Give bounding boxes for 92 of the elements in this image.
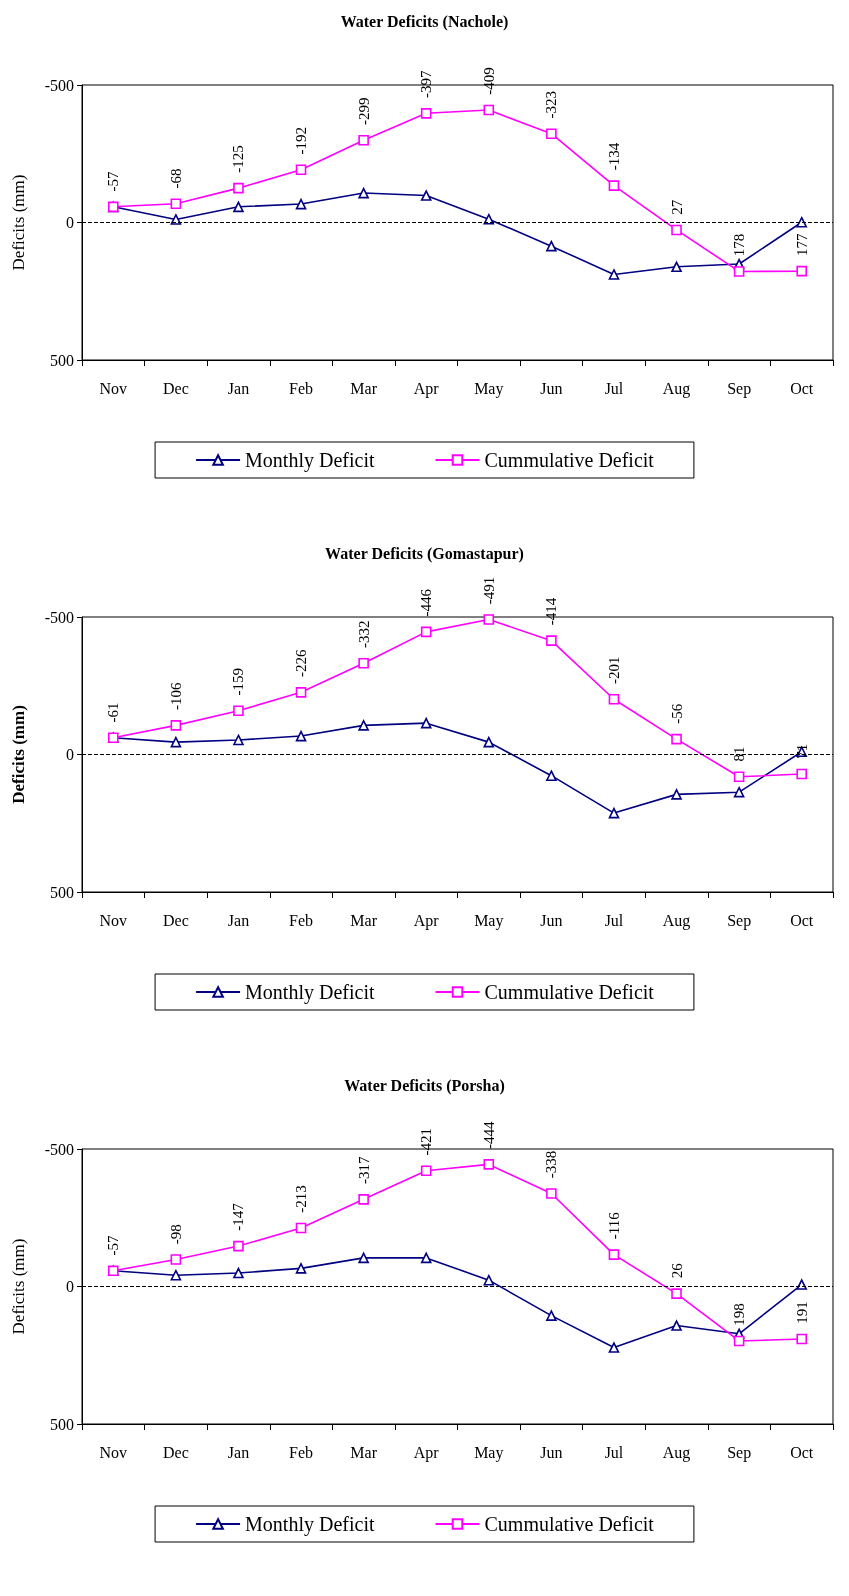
- chart-title: Water Deficits (Gomastapur): [325, 544, 524, 563]
- data-label: -414: [543, 597, 560, 626]
- y-tick-label: 0: [66, 746, 74, 763]
- x-tick-label: Jun: [540, 1443, 563, 1461]
- x-tick-label: Mar: [350, 1443, 378, 1461]
- x-tick-label: Feb: [289, 911, 314, 929]
- y-tick-label: 500: [50, 883, 74, 901]
- x-tick-label: Sep: [727, 379, 752, 398]
- legend-label: Cummulative Deficit: [484, 1513, 655, 1535]
- data-label: -338: [543, 1150, 560, 1179]
- chart-title: Water Deficits (Nachole): [340, 12, 509, 31]
- data-label: 81: [731, 746, 748, 762]
- y-tick-label: -500: [44, 1140, 74, 1158]
- x-tick-label: Jan: [227, 379, 250, 397]
- x-tick-label: Jul: [604, 911, 624, 929]
- data-label: 198: [731, 1303, 748, 1326]
- data-label: -446: [418, 588, 435, 617]
- data-label: -332: [355, 620, 372, 648]
- data-label: -147: [230, 1202, 247, 1231]
- data-label: 177: [793, 232, 810, 256]
- x-tick-label: May: [474, 1443, 504, 1462]
- data-label: -159: [230, 667, 247, 696]
- data-label: -444: [480, 1121, 497, 1150]
- x-tick-label: Apr: [413, 1443, 440, 1462]
- y-axis-title: Deficits (mm): [9, 705, 28, 804]
- y-tick-label: 500: [50, 1415, 74, 1433]
- data-label: 191: [793, 1301, 810, 1324]
- y-axis-title: Deficits (mm): [9, 1238, 28, 1335]
- legend-label: Monthly Deficit: [245, 1513, 375, 1536]
- x-tick-label: Feb: [289, 379, 314, 397]
- data-label: -213: [293, 1185, 310, 1213]
- data-label: -98: [167, 1224, 184, 1245]
- chart-title: Water Deficits (Porsha): [344, 1076, 505, 1095]
- data-label: -397: [418, 70, 435, 99]
- x-tick-label: Jul: [604, 379, 624, 397]
- x-tick-label: Oct: [790, 911, 814, 929]
- y-tick-label: -500: [44, 76, 74, 94]
- x-tick-label: Nov: [99, 911, 128, 929]
- x-tick-label: Mar: [350, 379, 378, 397]
- x-tick-label: Jan: [227, 1443, 250, 1461]
- data-label: -61: [105, 702, 122, 723]
- data-label: 178: [731, 233, 748, 257]
- x-tick-label: Jul: [604, 1443, 624, 1461]
- y-tick-label: 0: [66, 1278, 74, 1295]
- x-tick-label: Jun: [540, 379, 563, 397]
- x-tick-label: Nov: [99, 379, 128, 397]
- x-tick-label: Sep: [727, 911, 752, 930]
- x-tick-label: Aug: [662, 379, 691, 398]
- data-label: -134: [605, 142, 622, 171]
- y-tick-label: -500: [44, 608, 74, 626]
- y-axis-title: Deficits (mm): [9, 174, 28, 271]
- x-tick-label: Nov: [99, 1443, 128, 1461]
- data-label: -68: [167, 168, 184, 189]
- data-label: -106: [167, 682, 184, 711]
- data-label: -409: [480, 67, 497, 95]
- legend-label: Cummulative Deficit: [484, 449, 655, 471]
- data-label: -125: [230, 145, 247, 173]
- x-tick-label: Jan: [227, 911, 250, 929]
- y-tick-label: 500: [50, 351, 74, 369]
- x-tick-label: May: [474, 911, 504, 930]
- x-tick-label: Dec: [162, 911, 189, 929]
- x-tick-label: Sep: [727, 1443, 752, 1462]
- x-tick-label: Oct: [790, 1443, 814, 1461]
- x-tick-label: Apr: [413, 379, 440, 398]
- legend-label: Cummulative Deficit: [484, 981, 655, 1003]
- data-label: -56: [668, 703, 685, 724]
- data-label: 26: [668, 1262, 685, 1279]
- data-label: -491: [480, 576, 497, 605]
- x-tick-label: Oct: [790, 379, 814, 397]
- data-label: -299: [355, 97, 372, 125]
- x-tick-label: Mar: [350, 911, 378, 929]
- x-tick-label: Aug: [662, 1443, 691, 1462]
- data-label: 27: [668, 199, 685, 215]
- data-label: -57: [105, 1235, 122, 1256]
- y-tick-label: 0: [66, 214, 74, 231]
- data-label: -201: [605, 656, 622, 684]
- data-label: -421: [418, 1127, 435, 1156]
- data-label: -57: [105, 171, 122, 192]
- data-label: -323: [543, 90, 560, 119]
- x-tick-label: Jun: [540, 911, 563, 929]
- x-tick-label: Apr: [413, 911, 440, 930]
- data-label: -116: [605, 1211, 622, 1240]
- legend-label: Monthly Deficit: [245, 981, 375, 1004]
- x-tick-label: Dec: [162, 379, 189, 397]
- x-tick-label: Aug: [662, 911, 691, 930]
- data-label: -192: [293, 126, 310, 155]
- x-tick-label: Feb: [289, 1443, 314, 1461]
- x-tick-label: Dec: [162, 1443, 189, 1461]
- data-label: -226: [293, 649, 310, 678]
- data-label: -317: [355, 1156, 372, 1185]
- legend-label: Monthly Deficit: [245, 449, 375, 472]
- x-tick-label: May: [474, 379, 504, 398]
